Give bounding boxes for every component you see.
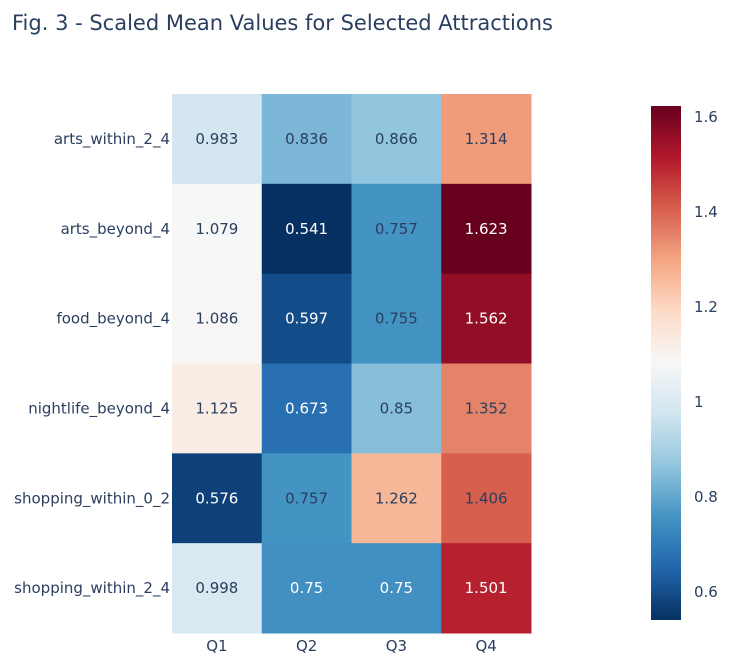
heatmap-cells: 0.983 0.836 0.866 1.314 1.079 0.541 0.757 1.623… — [172, 94, 532, 634]
cell-value-label: 1.501 — [465, 579, 508, 597]
colorbar-tick-label: 0.8 — [694, 488, 718, 506]
cell-value-label: 1.079 — [195, 220, 238, 238]
heatmap-cell — [441, 273, 532, 364]
cell-value-label: 1.125 — [195, 399, 238, 417]
cell-value-label: 1.623 — [465, 220, 508, 238]
cell-value-label: 0.75 — [290, 579, 323, 597]
cell-value-label: 0.866 — [375, 130, 418, 148]
heatmap-cell — [261, 94, 352, 185]
cell-value-label: 0.755 — [375, 310, 418, 328]
cell-value-label: 1.406 — [465, 489, 508, 507]
cell-value-label: 1.562 — [465, 310, 508, 328]
y-tick-label: food_beyond_4 — [56, 310, 170, 329]
cell-value-label: 0.75 — [380, 579, 413, 597]
cell-value-label: 0.836 — [285, 130, 328, 148]
chart-title: Fig. 3 - Scaled Mean Values for Selected… — [12, 11, 553, 35]
heatmap-cell — [351, 94, 442, 185]
heatmap-cell — [172, 363, 263, 454]
heatmap-cell — [261, 273, 352, 364]
heatmap-cell — [261, 453, 352, 544]
cell-value-label: 0.673 — [285, 399, 328, 417]
x-axis-labels: Q1 Q2 Q3 Q4 — [206, 637, 497, 655]
heatmap-cell — [441, 183, 532, 275]
cell-value-label: 0.541 — [285, 220, 328, 238]
heatmap-cell — [441, 363, 532, 454]
heatmap-cell — [351, 183, 442, 275]
x-tick-label: Q1 — [206, 637, 227, 655]
cell-value-label: 1.262 — [375, 489, 418, 507]
cell-value-label: 0.757 — [375, 220, 418, 238]
cell-value-label: 0.998 — [195, 579, 238, 597]
y-tick-label: arts_beyond_4 — [61, 220, 170, 239]
heatmap-cell — [261, 363, 352, 454]
heatmap-cell — [441, 543, 532, 634]
y-tick-label: shopping_within_0_2 — [14, 489, 170, 508]
heatmap-cell — [441, 94, 532, 185]
colorbar-tick-label: 1.2 — [694, 298, 718, 316]
heatmap-cell — [172, 183, 263, 275]
heatmap-cell — [351, 273, 442, 364]
cell-value-label: 1.086 — [195, 310, 238, 328]
cell-value-label: 1.314 — [465, 130, 508, 148]
cell-value-label: 1.352 — [465, 399, 508, 417]
heatmap-cell — [172, 94, 263, 185]
colorbar-tick-label: 1.4 — [694, 203, 718, 221]
y-axis-labels: arts_within_2_4 arts_beyond_4 food_beyond_… — [14, 130, 170, 598]
heatmap-cell — [172, 453, 263, 544]
colorbar-tick-label: 1 — [694, 393, 704, 411]
heatmap-cell — [351, 543, 442, 634]
cell-value-label: 0.757 — [285, 489, 328, 507]
heatmap-cell — [261, 543, 352, 634]
heatmap-cell — [441, 453, 532, 544]
x-tick-label: Q3 — [386, 637, 407, 655]
x-tick-label: Q4 — [475, 637, 496, 655]
y-tick-label: arts_within_2_4 — [54, 130, 170, 149]
colorbar-tick-label: 1.6 — [694, 108, 718, 126]
y-tick-label: shopping_within_2_4 — [14, 579, 170, 598]
heatmap-cell — [172, 273, 263, 364]
colorbar-tick-label: 0.6 — [694, 583, 718, 601]
heatmap-cell — [351, 453, 442, 544]
colorbar — [651, 106, 681, 620]
y-tick-label: nightlife_beyond_4 — [28, 399, 170, 418]
heatmap-cell — [172, 543, 263, 634]
cell-value-label: 0.85 — [380, 399, 413, 417]
x-tick-label: Q2 — [296, 637, 317, 655]
colorbar-ticks: 0.6 0.8 1 1.2 1.4 1.6 — [694, 108, 718, 601]
heatmap-cell — [351, 363, 442, 454]
cell-value-label: 0.576 — [195, 489, 238, 507]
cell-value-label: 0.983 — [195, 130, 238, 148]
cell-value-label: 0.597 — [285, 310, 328, 328]
heatmap-cell — [261, 183, 352, 275]
